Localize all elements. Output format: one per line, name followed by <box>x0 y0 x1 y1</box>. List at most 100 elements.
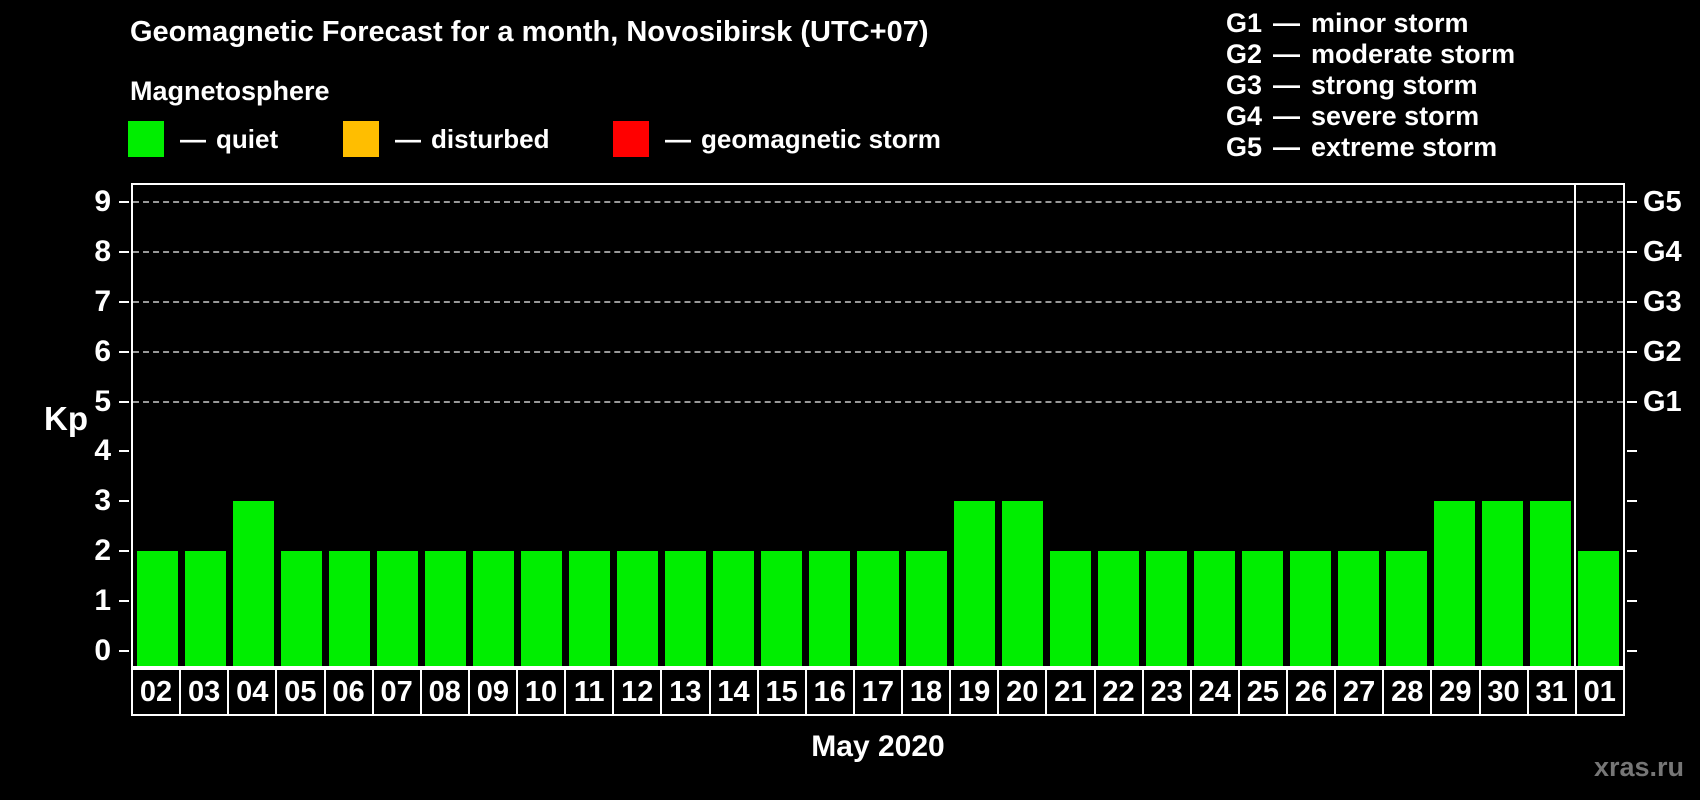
day-label-cell: 27 <box>1334 668 1385 716</box>
y-tick-label: 5 <box>94 384 111 418</box>
day-label-cell: 11 <box>564 668 615 716</box>
storm-scale-dash: — <box>1273 8 1301 38</box>
storm-scale-label: moderate storm <box>1311 39 1516 69</box>
day-label-cell: 02 <box>131 668 182 716</box>
day-label-cell: 01 <box>1574 668 1625 716</box>
storm-scale-label: strong storm <box>1311 70 1478 100</box>
storm-scale-row: G4 — severe storm <box>1226 101 1515 132</box>
y-axis-tick <box>119 550 129 553</box>
y-tick-label: 4 <box>94 434 111 468</box>
kp-bar <box>1578 551 1620 666</box>
day-label-cell: 20 <box>997 668 1048 716</box>
day-label-cell: 15 <box>756 668 807 716</box>
day-label-cell: 06 <box>323 668 374 716</box>
kp-bar <box>1482 501 1524 666</box>
kp-bar <box>761 551 803 666</box>
g-axis-tick <box>1627 201 1637 203</box>
y-tick-label: 0 <box>94 634 111 667</box>
storm-scale-code: G4 <box>1226 101 1263 131</box>
storm-scale-row: G2 — moderate storm <box>1226 39 1515 70</box>
legend-item: — geomagnetic storm <box>613 121 941 157</box>
day-label-cell: 17 <box>852 668 903 716</box>
g-axis-label: G2 <box>1643 335 1682 368</box>
plot-area <box>131 183 1625 668</box>
g-axis-tick <box>1627 550 1637 553</box>
chart-region: 0 1 2 3 4 5 6 7 8 9 G1 G2 G3 G4 G5 <box>94 183 1682 668</box>
legend-dash: — <box>665 123 691 154</box>
storm-scale-row: G3 — strong storm <box>1226 70 1515 101</box>
day-label-cell: 31 <box>1526 668 1577 716</box>
y-axis-tick <box>119 600 129 603</box>
gridline <box>133 300 1623 303</box>
legend-label: quiet <box>216 123 279 154</box>
kp-bar <box>617 551 659 666</box>
day-label-cell: 23 <box>1141 668 1192 716</box>
storm-scale-code: G1 <box>1226 8 1263 38</box>
storm-scale-code: G5 <box>1226 132 1263 162</box>
y-axis-tick <box>119 350 129 353</box>
storm-scale-row: G5 — extreme storm <box>1226 132 1515 163</box>
day-label-cell: 07 <box>371 668 422 716</box>
month-separator-line <box>1573 185 1576 666</box>
y-tick-label: 6 <box>94 334 111 368</box>
gridline <box>133 250 1623 253</box>
day-label-cell: 13 <box>660 668 711 716</box>
kp-bar <box>713 551 755 666</box>
g-axis-label: G4 <box>1643 235 1682 268</box>
storm-scale-label: extreme storm <box>1311 132 1498 162</box>
kp-bar <box>809 551 851 666</box>
g-axis-tick <box>1627 250 1637 253</box>
watermark: xras.ru <box>1593 752 1684 782</box>
kp-color-legend: — quiet — disturbed — geomagnetic storm <box>128 118 941 160</box>
g-axis-tick <box>1627 450 1637 453</box>
kp-bar <box>1290 551 1332 666</box>
gridline <box>133 201 1623 203</box>
kp-bar <box>1001 501 1043 666</box>
day-label-cell: 12 <box>612 668 663 716</box>
kp-bar <box>953 501 995 666</box>
kp-bar <box>328 551 370 666</box>
kp-bar <box>1530 501 1572 666</box>
kp-bar <box>1386 551 1428 666</box>
kp-bar <box>1145 551 1187 666</box>
gridline <box>133 400 1623 403</box>
g-axis-tick <box>1627 300 1637 303</box>
kp-bar <box>472 551 514 666</box>
y-axis-tick <box>119 300 129 303</box>
kp-bar <box>569 551 611 666</box>
kp-bar <box>1241 551 1284 666</box>
day-label-cell: 18 <box>901 668 952 716</box>
kp-bar <box>184 551 226 666</box>
kp-bar <box>136 551 178 666</box>
kp-bar <box>1097 551 1139 666</box>
day-label-cell: 30 <box>1478 668 1529 716</box>
y-tick-label: 7 <box>94 284 111 318</box>
kp-bar <box>857 551 899 666</box>
day-label-cell: 14 <box>708 668 759 716</box>
day-label-cell: 08 <box>419 668 470 716</box>
kp-bar <box>232 501 274 666</box>
legend-item: — disturbed <box>343 121 613 157</box>
month-label: May 2020 <box>811 730 945 763</box>
legend-dash: — <box>180 123 206 154</box>
gridline <box>133 350 1623 353</box>
legend-swatch <box>128 121 164 157</box>
day-label-cell: 09 <box>467 668 518 716</box>
y-axis-tick <box>119 450 129 453</box>
y-axis-tick <box>119 250 129 253</box>
day-label-cell: 05 <box>275 668 326 716</box>
chart-title: Geomagnetic Forecast for a month, Novosi… <box>130 16 929 48</box>
day-label-cell: 03 <box>179 668 230 716</box>
kp-bar <box>280 551 322 666</box>
legend-label: geomagnetic storm <box>701 123 941 154</box>
y-axis-tick <box>119 650 129 652</box>
storm-scale-row: G1 — minor storm <box>1226 8 1515 39</box>
y-tick-label: 1 <box>94 584 111 618</box>
g-axis-tick <box>1627 400 1637 403</box>
g-axis-label: G1 <box>1643 385 1682 418</box>
y-axis-tick <box>119 500 129 503</box>
y-tick-label: 8 <box>94 234 111 268</box>
day-label-cell: 28 <box>1382 668 1433 716</box>
y-tick-label: 3 <box>94 484 111 518</box>
g-axis-tick <box>1627 650 1637 652</box>
